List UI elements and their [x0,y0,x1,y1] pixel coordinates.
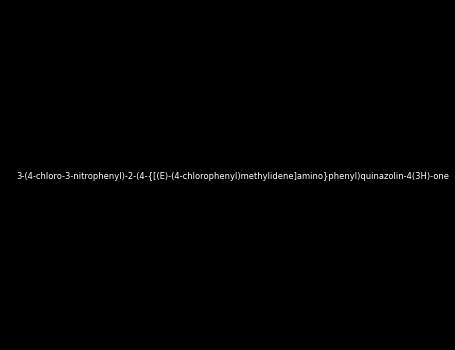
Text: 3-(4-chloro-3-nitrophenyl)-2-(4-{[(E)-(4-chlorophenyl)methylidene]amino}phenyl)q: 3-(4-chloro-3-nitrophenyl)-2-(4-{[(E)-(4… [17,172,450,181]
